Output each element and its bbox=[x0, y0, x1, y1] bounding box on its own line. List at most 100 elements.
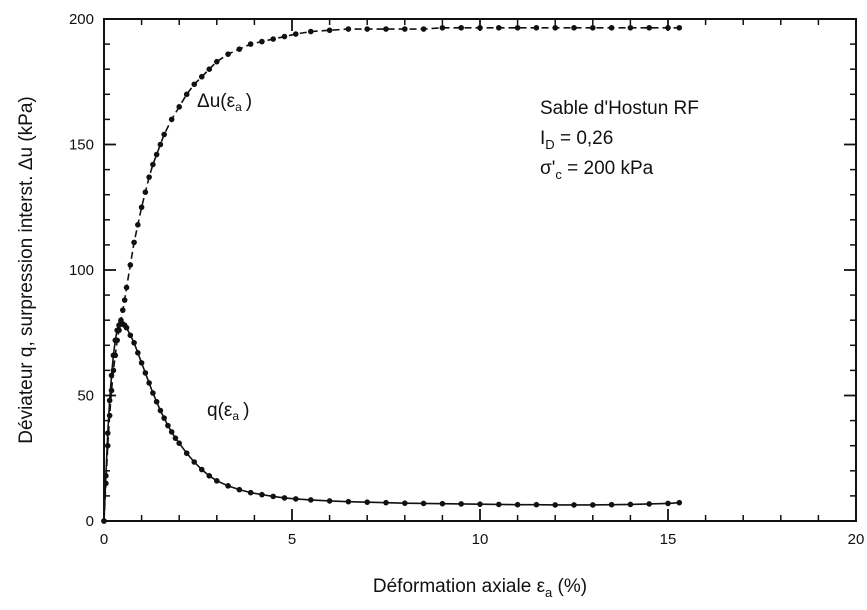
series-q-point bbox=[138, 360, 145, 366]
series-q-point bbox=[110, 352, 117, 359]
series-du-point bbox=[646, 24, 652, 31]
series-q-point bbox=[106, 397, 113, 404]
series-q-point bbox=[112, 337, 119, 344]
series-du-point bbox=[150, 161, 156, 168]
series-du-point bbox=[214, 58, 220, 65]
series-q-point bbox=[123, 324, 130, 331]
x-tick-label: 0 bbox=[100, 531, 108, 548]
annotation-density-index-sub: D bbox=[545, 137, 554, 152]
annotation-confining-stress: σ'c = 200 kPa bbox=[540, 158, 654, 182]
x-axis-title-sub: a bbox=[545, 585, 553, 600]
series-du-point bbox=[477, 24, 483, 31]
series-q-point bbox=[247, 489, 254, 496]
series-du-point bbox=[665, 24, 671, 31]
series-du-point bbox=[345, 26, 352, 32]
series-q-point bbox=[458, 501, 465, 507]
annotation-density-index-main: I bbox=[540, 128, 545, 149]
series-q-point bbox=[236, 486, 243, 493]
series-label-du-main: Δu(ε bbox=[197, 91, 236, 112]
series-du-point bbox=[627, 24, 634, 31]
series-q-point bbox=[514, 501, 521, 508]
series-q-point bbox=[176, 440, 182, 446]
annotation-confining-stress-main: σ' bbox=[540, 158, 555, 179]
series-du-point bbox=[157, 141, 164, 148]
series-du-point bbox=[402, 26, 408, 32]
series-q-point bbox=[326, 498, 333, 504]
x-axis-title-main: Déformation axiale ε bbox=[373, 576, 546, 597]
series-du-point bbox=[281, 33, 288, 40]
series-q-point bbox=[439, 500, 446, 507]
series-label-q-main: q(ε bbox=[207, 400, 233, 421]
series-q-point bbox=[198, 466, 205, 473]
series-q-point bbox=[135, 350, 141, 356]
series-du-point bbox=[198, 73, 205, 80]
series-q-point bbox=[281, 495, 288, 501]
series-q-point bbox=[308, 497, 314, 503]
series-du-point bbox=[533, 24, 540, 31]
series-du-point bbox=[676, 24, 683, 31]
series-label-du: Δu(εa) bbox=[197, 91, 252, 114]
series-du-point bbox=[458, 24, 465, 31]
x-axis-title-unit: (%) bbox=[552, 576, 587, 597]
series-q-point bbox=[364, 499, 371, 505]
series-du-point bbox=[161, 131, 167, 138]
series-q-point bbox=[150, 390, 156, 396]
series-du-point bbox=[364, 26, 371, 32]
series-q-point bbox=[259, 491, 265, 498]
series-q-point bbox=[172, 435, 179, 441]
series-q-point bbox=[646, 501, 652, 507]
annotation-material-text: Sable d'Hostun RF bbox=[540, 98, 699, 119]
series-du-point bbox=[590, 24, 596, 31]
series-q-point bbox=[627, 501, 634, 508]
y-axis-title: Déviateur q, surpression interst. Δu (kP… bbox=[16, 96, 37, 443]
series-q-point bbox=[153, 398, 160, 405]
series-du-point bbox=[571, 24, 577, 31]
series-q-point bbox=[571, 502, 577, 508]
series-q-point bbox=[552, 502, 558, 508]
series-q-point bbox=[225, 483, 231, 489]
series-du-point bbox=[496, 24, 502, 31]
series-q-point bbox=[104, 430, 111, 436]
y-tick-label: 200 bbox=[69, 11, 94, 28]
x-tick-label: 5 bbox=[288, 531, 296, 548]
series-q-point bbox=[402, 500, 408, 506]
series-du-point bbox=[259, 38, 265, 45]
series-label-du-sub: a bbox=[235, 100, 242, 114]
series-du-point bbox=[439, 24, 446, 31]
annotation-confining-stress-rest: = 200 kPa bbox=[562, 158, 654, 179]
series-du-point bbox=[120, 307, 126, 313]
series-du-point bbox=[383, 26, 389, 32]
series-q-point bbox=[477, 501, 483, 507]
annotation-density-index-rest: = 0,26 bbox=[555, 128, 614, 149]
x-axis-title: Déformation axiale εa (%) bbox=[373, 576, 587, 600]
series-q-point bbox=[533, 501, 540, 508]
series-q-point bbox=[161, 415, 167, 421]
series-q-point bbox=[214, 478, 220, 484]
series-du-point bbox=[420, 26, 427, 32]
series-q-point bbox=[191, 459, 198, 465]
series-q-line bbox=[103, 321, 680, 522]
y-tick-label: 50 bbox=[77, 388, 94, 405]
series-q-point bbox=[676, 499, 683, 506]
series-q-point bbox=[292, 496, 299, 502]
series-q-point bbox=[383, 499, 389, 506]
series-du-point bbox=[608, 24, 615, 31]
series-label-q: q(εa) bbox=[207, 400, 249, 423]
series-q-point bbox=[103, 473, 109, 479]
series-du-point bbox=[236, 46, 243, 52]
series-du-point bbox=[183, 91, 190, 98]
series-q-point bbox=[108, 372, 115, 379]
x-tick-label: 20 bbox=[848, 531, 865, 548]
series-du-point bbox=[247, 41, 254, 47]
series-label-du-close: ) bbox=[246, 91, 252, 112]
series-du-point bbox=[135, 222, 141, 228]
series-du-point bbox=[552, 24, 558, 31]
annotation-confining-stress-sub: c bbox=[555, 167, 562, 182]
y-tick-label: 150 bbox=[69, 137, 94, 154]
series-q-point bbox=[114, 327, 120, 334]
series-du-point bbox=[292, 31, 299, 37]
series-q-point bbox=[270, 493, 277, 500]
series-du-line bbox=[103, 26, 680, 522]
